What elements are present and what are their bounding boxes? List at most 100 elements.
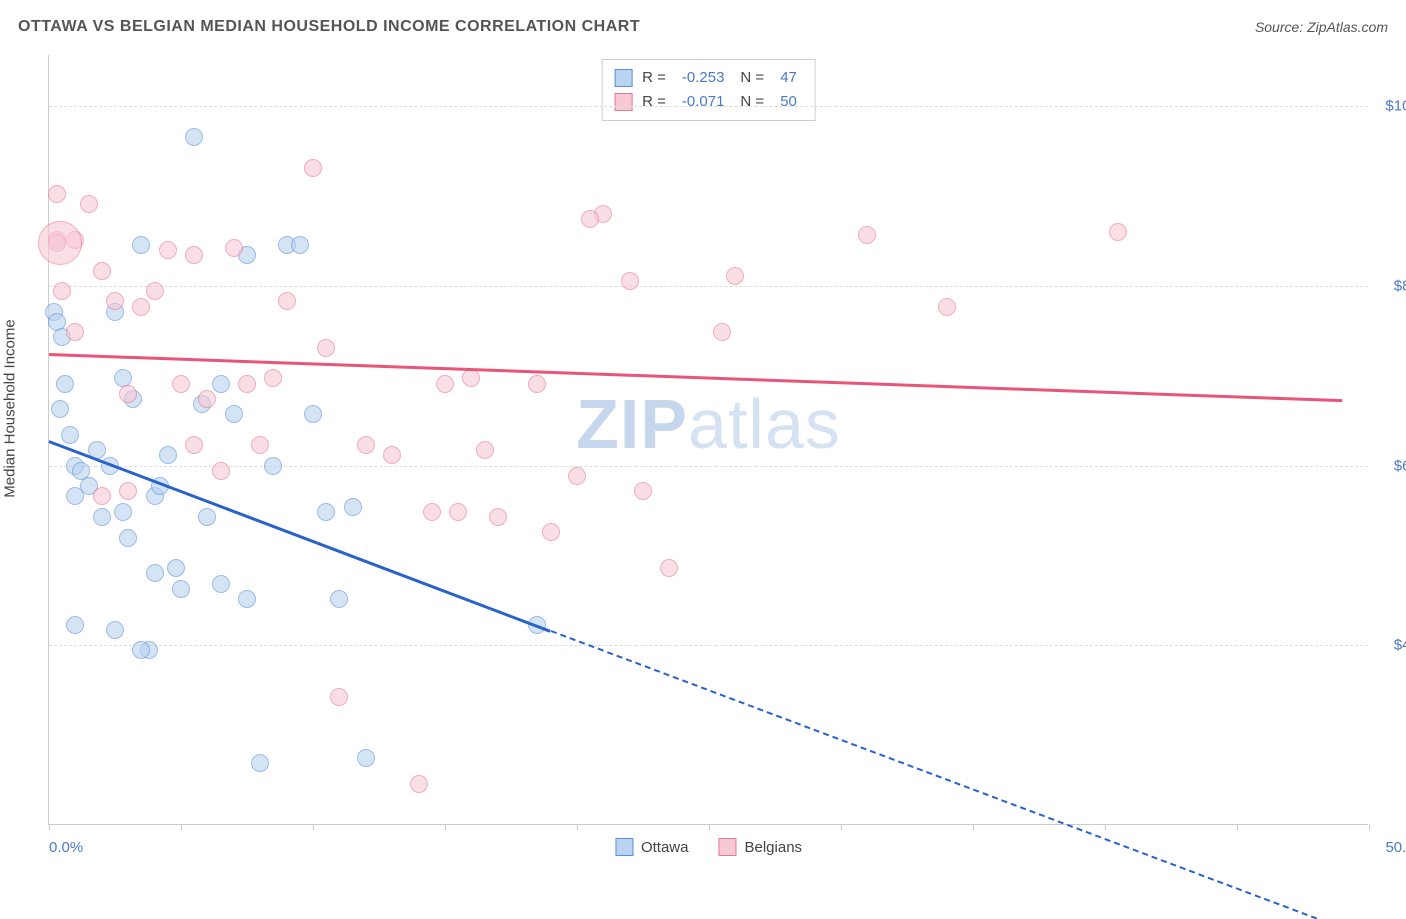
trendline-extrapolated: [550, 630, 1316, 919]
data-point: [489, 508, 507, 526]
r-value-belgians: -0.071: [682, 90, 725, 114]
data-point: [462, 369, 480, 387]
data-point: [449, 503, 467, 521]
data-point: [225, 405, 243, 423]
data-point: [264, 369, 282, 387]
n-value-ottawa: 47: [780, 66, 797, 90]
data-point: [212, 462, 230, 480]
data-point: [634, 482, 652, 500]
legend-item-belgians: Belgians: [718, 838, 802, 856]
data-point: [476, 441, 494, 459]
data-point: [317, 503, 335, 521]
data-point: [80, 195, 98, 213]
stats-row-ottawa: R = -0.253 N = 47: [614, 66, 803, 90]
swatch-ottawa: [614, 69, 632, 87]
data-point: [357, 749, 375, 767]
data-point: [53, 282, 71, 300]
data-point: [1109, 223, 1127, 241]
legend-swatch-belgians: [718, 838, 736, 856]
data-point: [185, 436, 203, 454]
x-tick: [577, 824, 578, 830]
x-tick: [709, 824, 710, 830]
y-tick-label: $65,000: [1394, 457, 1406, 474]
watermark: ZIPatlas: [576, 384, 841, 464]
data-point: [304, 405, 322, 423]
chart-plot-area: ZIPatlas R = -0.253 N = 47 R = -0.071 N …: [48, 55, 1368, 825]
data-point-large: [38, 221, 82, 265]
n-value-belgians: 50: [780, 90, 797, 114]
data-point: [291, 236, 309, 254]
data-point: [106, 292, 124, 310]
y-tick-label: $100,000: [1385, 98, 1406, 115]
data-point: [858, 226, 876, 244]
gridline: [49, 466, 1368, 467]
gridline: [49, 106, 1368, 107]
y-axis-title: Median Household Income: [2, 319, 19, 497]
data-point: [51, 400, 69, 418]
data-point: [304, 159, 322, 177]
data-point: [726, 267, 744, 285]
x-tick: [841, 824, 842, 830]
data-point: [66, 323, 84, 341]
data-point: [660, 559, 678, 577]
y-tick-label: $47,500: [1394, 637, 1406, 654]
data-point: [61, 426, 79, 444]
x-tick: [973, 824, 974, 830]
data-point: [251, 436, 269, 454]
data-point: [330, 688, 348, 706]
x-tick: [1237, 824, 1238, 830]
data-point: [423, 503, 441, 521]
data-point: [106, 621, 124, 639]
x-min-label: 0.0%: [49, 839, 83, 856]
data-point: [383, 446, 401, 464]
stats-legend: R = -0.253 N = 47 R = -0.071 N = 50: [601, 59, 816, 121]
x-tick: [445, 824, 446, 830]
data-point: [185, 128, 203, 146]
data-point: [185, 246, 203, 264]
legend-item-ottawa: Ottawa: [615, 838, 689, 856]
data-point: [212, 575, 230, 593]
data-point: [172, 375, 190, 393]
data-point: [159, 446, 177, 464]
data-point: [436, 375, 454, 393]
chart-title: OTTAWA VS BELGIAN MEDIAN HOUSEHOLD INCOM…: [18, 18, 640, 36]
data-point: [238, 375, 256, 393]
data-point: [119, 529, 137, 547]
data-point: [159, 241, 177, 259]
series-legend: Ottawa Belgians: [615, 838, 802, 856]
data-point: [542, 523, 560, 541]
data-point: [528, 375, 546, 393]
data-point: [167, 559, 185, 577]
header: OTTAWA VS BELGIAN MEDIAN HOUSEHOLD INCOM…: [18, 18, 1388, 36]
gridline: [49, 645, 1368, 646]
data-point: [66, 487, 84, 505]
data-point: [264, 457, 282, 475]
swatch-belgians: [614, 93, 632, 111]
data-point: [344, 498, 362, 516]
x-max-label: 50.0%: [1385, 839, 1406, 856]
data-point: [172, 580, 190, 598]
stats-row-belgians: R = -0.071 N = 50: [614, 90, 803, 114]
data-point: [713, 323, 731, 341]
x-tick: [181, 824, 182, 830]
data-point: [410, 775, 428, 793]
data-point: [132, 236, 150, 254]
data-point: [93, 508, 111, 526]
x-tick: [1369, 824, 1370, 830]
data-point: [212, 375, 230, 393]
data-point: [938, 298, 956, 316]
r-value-ottawa: -0.253: [682, 66, 725, 90]
y-tick-label: $82,500: [1394, 278, 1406, 295]
data-point: [357, 436, 375, 454]
data-point: [251, 754, 269, 772]
data-point: [146, 564, 164, 582]
data-point: [198, 508, 216, 526]
data-point: [621, 272, 639, 290]
x-tick: [49, 824, 50, 830]
data-point: [93, 487, 111, 505]
data-point: [146, 282, 164, 300]
data-point: [238, 590, 256, 608]
data-point: [198, 390, 216, 408]
x-tick: [313, 824, 314, 830]
data-point: [56, 375, 74, 393]
